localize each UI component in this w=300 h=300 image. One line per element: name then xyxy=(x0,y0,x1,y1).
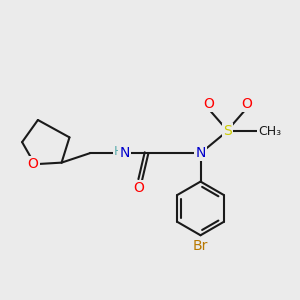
Text: CH₃: CH₃ xyxy=(258,124,282,138)
Text: N: N xyxy=(195,146,206,160)
Text: H: H xyxy=(114,145,123,158)
Text: O: O xyxy=(28,157,39,171)
Text: O: O xyxy=(203,97,214,111)
Text: O: O xyxy=(134,181,144,195)
Text: S: S xyxy=(223,124,232,138)
Text: N: N xyxy=(119,146,130,160)
Text: Br: Br xyxy=(193,239,208,253)
Text: O: O xyxy=(241,97,252,111)
